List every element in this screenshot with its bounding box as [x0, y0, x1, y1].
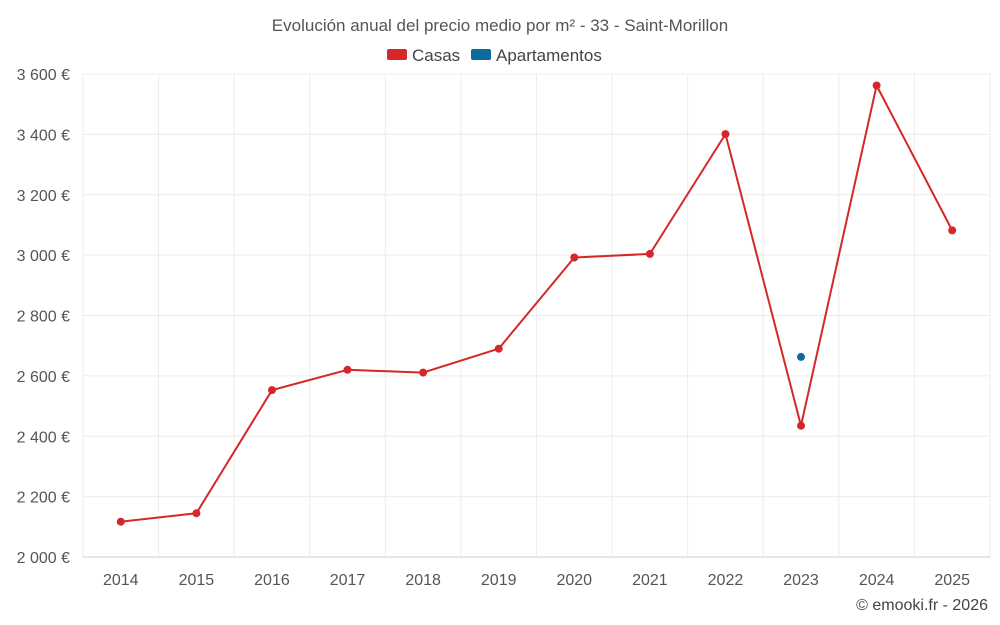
chart-title: Evolución anual del precio medio por m² …: [272, 16, 728, 35]
data-point-casas[interactable]: [797, 421, 805, 430]
legend-item-casas[interactable]: Casas: [387, 46, 460, 65]
x-tick-label: 2017: [330, 572, 366, 589]
x-tick-label: 2020: [556, 572, 592, 589]
series-line-casas: [120, 84, 954, 523]
y-tick-label: 2 600 €: [17, 369, 70, 386]
y-tick-label: 2 800 €: [17, 309, 70, 326]
data-point-casas[interactable]: [948, 226, 957, 235]
x-tick-label: 2016: [254, 572, 290, 589]
data-point-casas[interactable]: [721, 130, 730, 139]
grid: [82, 73, 991, 557]
x-tick-label: 2018: [405, 572, 441, 589]
series: [116, 81, 957, 526]
y-tick-label: 2 400 €: [17, 429, 70, 446]
x-tick-label: 2023: [783, 572, 819, 589]
y-tick-label: 2 000 €: [17, 550, 70, 567]
data-point-casas[interactable]: [268, 386, 276, 395]
x-tick-label: 2019: [481, 572, 517, 589]
data-point-apartamentos[interactable]: [797, 352, 805, 361]
legend-label-casas: Casas: [412, 46, 460, 65]
credit-text: © emooki.fr - 2026: [856, 597, 988, 614]
y-axis-ticks: 2 000 € 2 200 € 2 400 € 2 600 € 2 800 € 3 000…: [17, 67, 70, 567]
legend-swatch-apartamentos: [471, 49, 491, 60]
x-tick-label: 2024: [859, 572, 895, 589]
legend-item-apartamentos[interactable]: Apartamentos: [471, 46, 602, 65]
data-point-casas[interactable]: [872, 81, 881, 90]
data-point-casas[interactable]: [343, 365, 352, 374]
x-tick-label: 2014: [103, 572, 139, 589]
x-tick-label: 2025: [934, 572, 970, 589]
x-tick-label: 2022: [708, 572, 744, 589]
y-tick-label: 3 200 €: [17, 188, 70, 205]
x-tick-label: 2021: [632, 572, 668, 589]
legend: Casas Apartamentos: [387, 46, 602, 65]
x-tick-label: 2015: [179, 572, 215, 589]
y-tick-label: 3 400 €: [17, 127, 70, 144]
x-axis-ticks: 2014 2015 2016 2017 2018 2019 2020 2021 2022 2023…: [103, 572, 970, 589]
data-point-casas[interactable]: [494, 344, 503, 353]
data-point-casas[interactable]: [645, 249, 654, 258]
y-tick-label: 3 600 €: [17, 67, 70, 84]
legend-label-apartamentos: Apartamentos: [496, 46, 602, 65]
data-point-casas[interactable]: [419, 368, 428, 377]
data-point-casas[interactable]: [116, 517, 125, 526]
data-point-casas[interactable]: [570, 253, 579, 262]
legend-swatch-casas: [387, 49, 407, 60]
y-tick-label: 3 000 €: [17, 248, 70, 265]
data-point-casas[interactable]: [192, 509, 201, 518]
y-tick-label: 2 200 €: [17, 490, 70, 507]
